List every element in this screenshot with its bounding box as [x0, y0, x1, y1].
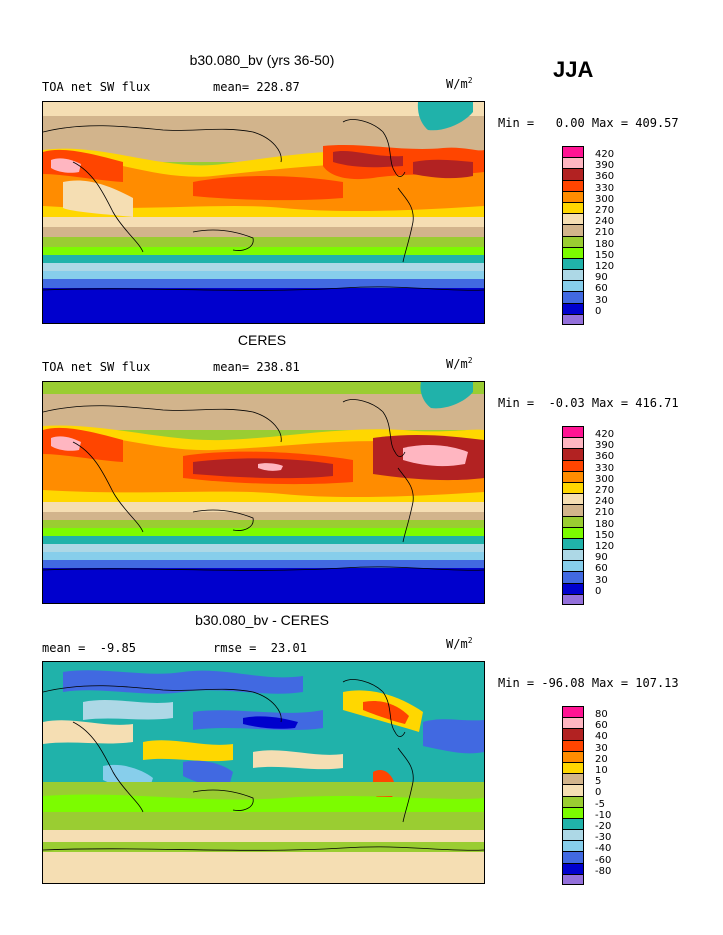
cb2-tick: 0 [595, 585, 602, 597]
panel3-map-svg [43, 662, 484, 883]
cb2-tick: 90 [595, 552, 608, 564]
panel1-colorbar [562, 146, 584, 325]
panel1-map-svg [43, 102, 484, 323]
panel3-colorbar [562, 706, 584, 885]
cb1-tick: 150 [595, 249, 615, 261]
cb1-tick: 420 [595, 149, 615, 160]
panel2-map-svg [43, 382, 484, 603]
cb3-tick: -80 [595, 865, 612, 877]
panel2-colorbar-labels: 420 390 360 330 300 270 240 210 180 150 … [595, 429, 614, 597]
panel3-mean-label: mean = -9.85 [42, 641, 136, 655]
cb3-tick: 80 [595, 709, 608, 720]
panel2-variable-label: TOA net SW flux [42, 360, 151, 374]
panel2-mean-label: mean= 238.81 [213, 360, 300, 374]
panel3-title: b30.080_bv - CERES [195, 612, 329, 628]
cb1-tick: 360 [595, 171, 615, 183]
cb1-tick: 330 [595, 182, 615, 194]
cb2-tick: 210 [595, 507, 615, 519]
cb2-tick: 330 [595, 462, 615, 474]
cb3-tick: 5 [595, 776, 602, 788]
cb2-tick: 120 [595, 541, 615, 553]
cb3-tick: -60 [595, 854, 612, 866]
cb3-tick: 10 [595, 765, 608, 777]
panel1-variable-label: TOA net SW flux [42, 80, 151, 94]
cb2-tick: 270 [595, 485, 615, 497]
cb3-tick: -5 [595, 798, 605, 810]
cb2-tick: 180 [595, 518, 615, 530]
cb1-tick: 60 [595, 283, 608, 295]
cb3-tick: 30 [595, 742, 608, 754]
panel3-units: W/m2 [446, 636, 473, 651]
panel3-map [42, 661, 485, 884]
cb2-tick: 360 [595, 451, 615, 463]
cb1-tick: 300 [595, 193, 615, 205]
panel2-colorbar [562, 426, 584, 605]
cb1-tick: 90 [595, 272, 608, 284]
cb1-tick: 270 [595, 205, 615, 217]
cb3-tick: -30 [595, 832, 612, 844]
cb3-tick: 40 [595, 731, 608, 743]
cb1-tick: 210 [595, 227, 615, 239]
cb2-tick: 420 [595, 429, 615, 440]
panel2-title: CERES [237, 332, 287, 348]
cb1-tick: 30 [595, 294, 608, 306]
cb1-tick: 240 [595, 216, 615, 228]
cb2-tick: 60 [595, 563, 608, 575]
panel1-colorbar-labels: 420 390 360 330 300 270 240 210 180 150 … [595, 149, 614, 317]
panel3-minmax: Min = -96.08 Max = 107.13 [498, 676, 679, 690]
cb1-tick: 180 [595, 238, 615, 250]
cb2-tick: 150 [595, 529, 615, 541]
panel2-map [42, 381, 485, 604]
cb2-tick: 240 [595, 496, 615, 508]
panel3-colorbar-labels: 80 60 40 30 20 10 5 0 -5 -10 -20 -30 -40… [595, 709, 611, 877]
cb1-tick: 0 [595, 305, 602, 317]
panel2-units: W/m2 [446, 356, 473, 371]
cb3-tick: -10 [595, 809, 612, 821]
cb3-tick: -40 [595, 843, 612, 855]
cb2-tick: 30 [595, 574, 608, 586]
panel1-mean-label: mean= 228.87 [213, 80, 300, 94]
cb2-tick: 300 [595, 473, 615, 485]
cb2-tick: 390 [595, 440, 615, 452]
panel1-map [42, 101, 485, 324]
cb3-tick: 0 [595, 787, 602, 799]
panel1-units: W/m2 [446, 76, 473, 91]
cb3-tick: -20 [595, 821, 612, 833]
panel1-title: b30.080_bv (yrs 36-50) [189, 52, 335, 68]
season-label: JJA [553, 57, 594, 82]
cb1-tick: 120 [595, 261, 615, 273]
cb3-tick: 60 [595, 720, 608, 732]
panel3-rmse-label: rmse = 23.01 [213, 641, 307, 655]
cb3-tick: 20 [595, 753, 608, 765]
cb1-tick: 390 [595, 160, 615, 172]
panel1-minmax: Min = 0.00 Max = 409.57 [498, 116, 679, 130]
panel2-minmax: Min = -0.03 Max = 416.71 [498, 396, 679, 410]
